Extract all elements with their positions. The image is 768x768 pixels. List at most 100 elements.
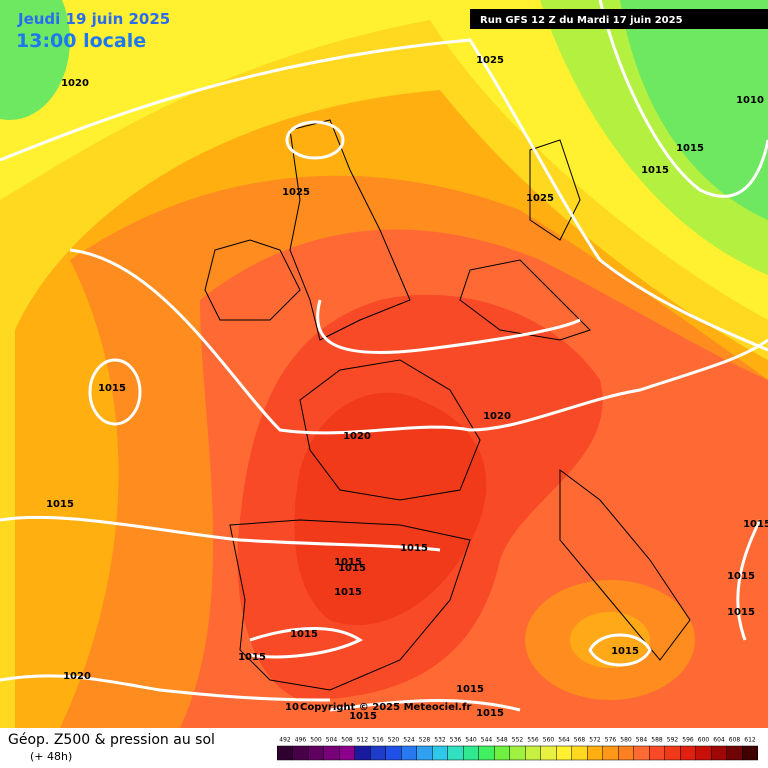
isobar-label: 1020 [343, 431, 371, 442]
scale-label: 552 [512, 737, 524, 744]
scale-swatch [385, 745, 402, 761]
forecast-time: 13:00 locale [16, 30, 146, 52]
scale-label: 568 [574, 737, 586, 744]
scale-swatch [525, 745, 541, 761]
isobar-label: 1015 [46, 499, 74, 510]
scale-swatch [494, 745, 510, 761]
isobar-label: 1015 [676, 143, 704, 154]
scale-swatch [664, 745, 681, 761]
scale-swatch [540, 745, 557, 761]
scale-label: 592 [667, 737, 679, 744]
isobar [0, 38, 768, 352]
isobar-label: 1015 [611, 646, 639, 657]
isobar [249, 627, 363, 659]
isobar-label: 1015 [98, 383, 126, 394]
isobar-label: 1015 [727, 607, 755, 618]
scale-swatch [370, 745, 386, 761]
scale-swatch [432, 745, 448, 761]
scale-label: 496 [295, 737, 307, 744]
scale-swatch [649, 745, 665, 761]
scale-swatch [292, 745, 309, 761]
scale-swatch [695, 745, 712, 761]
isobar-label: 1015 [349, 711, 377, 722]
isobar [316, 299, 581, 355]
isobar-label: 1025 [282, 187, 310, 198]
scale-swatch [602, 745, 619, 761]
isobar [0, 674, 331, 702]
scale-label: 604 [713, 737, 725, 744]
scale-label: 520 [388, 737, 400, 744]
scale-label: 504 [326, 737, 338, 744]
scale-swatch [401, 745, 417, 761]
scale-label: 608 [729, 737, 741, 744]
scale-label: 580 [620, 737, 632, 744]
scale-swatch [633, 745, 650, 761]
isobar [329, 699, 521, 712]
copyright: Copyright © 2025 Meteociel.fr [300, 702, 471, 713]
isobar [88, 358, 142, 426]
scale-swatch [416, 745, 433, 761]
isobar-label: 1010 [736, 95, 764, 106]
field-orange-core [570, 612, 650, 668]
scale-label: 512 [357, 737, 369, 744]
scale-label: 564 [558, 737, 570, 744]
run-info: Run GFS 12 Z du Mardi 17 juin 2025 [480, 15, 683, 26]
isobar-label: 1015 [727, 571, 755, 582]
scale-swatch [711, 745, 727, 761]
isobar-label: 1015 [743, 519, 768, 530]
field-deep-red [294, 392, 487, 626]
isobar [69, 248, 768, 435]
legend-title: Géop. Z500 & pression au sol [8, 732, 215, 748]
scale-swatch [323, 745, 340, 761]
scale-label: 516 [372, 737, 384, 744]
isobar [588, 633, 652, 667]
scale-swatch [277, 745, 293, 761]
isobar [0, 515, 441, 552]
scale-swatch [618, 745, 634, 761]
isobar-label: 1015 [338, 563, 366, 574]
isobar-label: 1025 [526, 193, 554, 204]
scale-label: 532 [434, 737, 446, 744]
scale-swatch [308, 745, 324, 761]
scale-label: 572 [589, 737, 601, 744]
scale-label: 600 [698, 737, 710, 744]
isobar-label: 1015 [476, 708, 504, 719]
scale-label: 556 [527, 737, 539, 744]
scale-label: 584 [636, 737, 648, 744]
isobar [598, 0, 768, 198]
scale-swatch [463, 745, 479, 761]
scale-label: 540 [465, 737, 477, 744]
isobar-label: 10 [285, 702, 299, 713]
isobar-label: 1020 [61, 78, 89, 89]
scale-swatch [571, 745, 588, 761]
scale-label: 544 [481, 737, 493, 744]
run-banner [470, 9, 768, 29]
scale-label: 536 [450, 737, 462, 744]
scale-swatch [556, 745, 572, 761]
color-scale: 492 496 500 504 508 512 516 520 524 528 532 536 540 5… [277, 737, 758, 761]
scale-swatch [354, 745, 371, 761]
isobar-label: 1015 [290, 629, 318, 640]
isobar-labels: 1020 1025 1010 1015 1015 1025 1025 1015 1020 1020… [46, 55, 768, 722]
scale-swatch [447, 745, 464, 761]
scale-swatch [478, 745, 495, 761]
scale-label: 560 [543, 737, 555, 744]
scale-label: 508 [341, 737, 353, 744]
scale-label: 588 [651, 737, 663, 744]
legend-subtitle: (+ 48h) [30, 750, 72, 763]
coastlines [204, 119, 691, 691]
scale-swatch [509, 745, 526, 761]
isobar-label: 1020 [483, 411, 511, 422]
isobar-label: 1025 [476, 55, 504, 66]
scale-swatch [587, 745, 603, 761]
field-green-corner [0, 0, 70, 120]
isobar-label: 1015 [641, 165, 669, 176]
isobar-label: 1015 [238, 652, 266, 663]
isobar [736, 519, 762, 641]
isobar-label: 1020 [63, 671, 91, 682]
isobar [285, 120, 345, 160]
scale-swatch [339, 745, 355, 761]
scale-label: 596 [682, 737, 694, 744]
